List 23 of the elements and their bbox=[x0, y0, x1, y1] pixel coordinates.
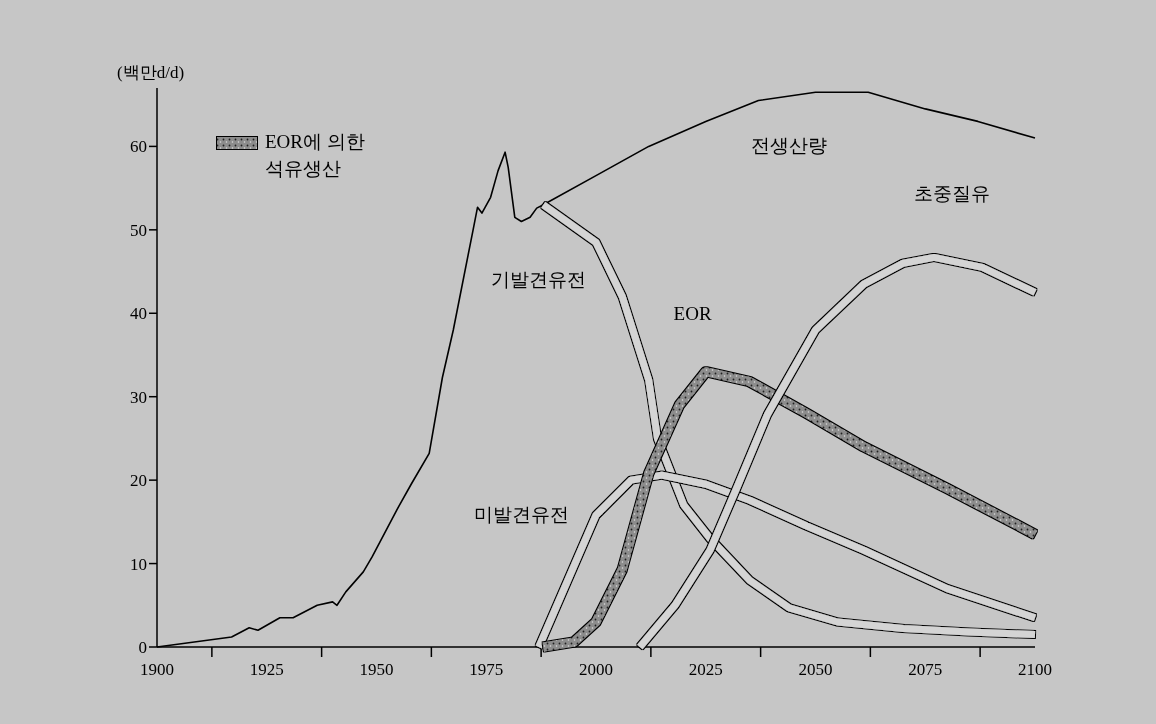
y-tick-label: 10 bbox=[130, 554, 147, 574]
x-tick-label: 2000 bbox=[579, 660, 613, 679]
annotation: 초중질유 bbox=[913, 182, 990, 204]
x-tick-label: 1900 bbox=[140, 660, 174, 679]
x-tick-label: 2025 bbox=[688, 660, 723, 679]
x-tick-label: 1925 bbox=[249, 660, 284, 679]
x-tick-label: 2050 bbox=[798, 660, 833, 679]
y-tick-label: 40 bbox=[130, 304, 147, 324]
x-tick-label: 1950 bbox=[359, 660, 394, 679]
y-tick-label: 60 bbox=[130, 137, 147, 157]
annotation: 미발견유전 bbox=[473, 504, 569, 526]
y-tick-label: 50 bbox=[130, 220, 147, 240]
x-tick-label: 2075 bbox=[908, 660, 943, 679]
annotation: EOR bbox=[673, 302, 712, 324]
x-tick-label: 1975 bbox=[469, 660, 504, 679]
y-tick-label: 20 bbox=[130, 471, 147, 491]
y-tick-label: 0 bbox=[138, 638, 147, 657]
x-tick-label: 2100 bbox=[1018, 660, 1052, 679]
annotation: 전생산량 bbox=[751, 135, 828, 157]
y-axis-title: (백만d/d) bbox=[117, 63, 185, 82]
legend-label: EOR에 의한 석유생산 bbox=[265, 131, 365, 179]
annotation: 기발견유전 bbox=[491, 269, 587, 291]
y-tick-label: 30 bbox=[130, 387, 147, 407]
